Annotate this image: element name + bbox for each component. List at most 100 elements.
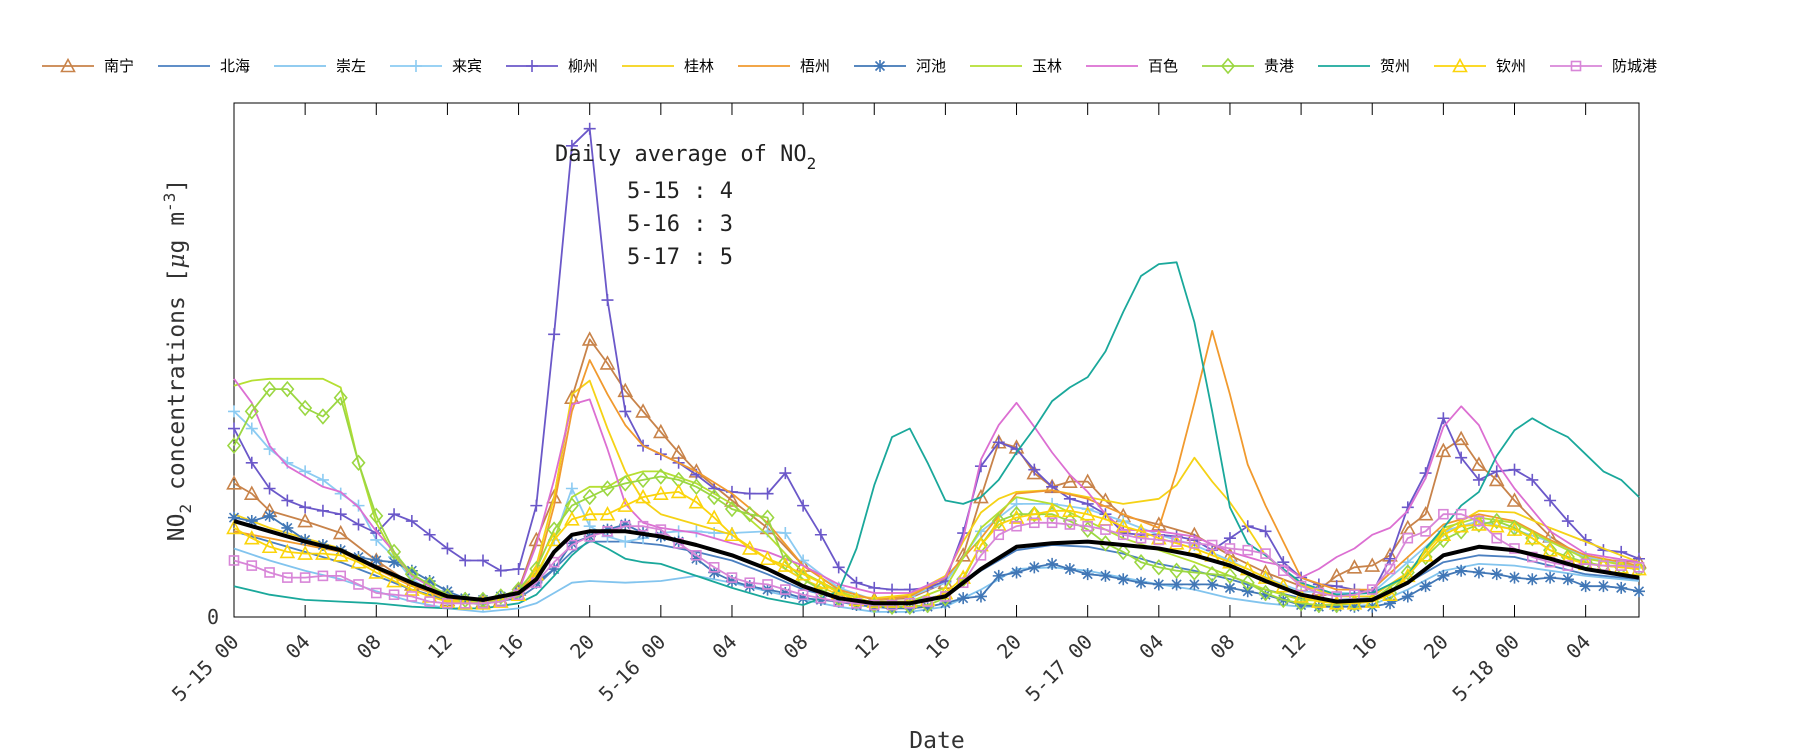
- legend-item: 桂林: [622, 57, 714, 75]
- plus-marker: [1223, 532, 1236, 545]
- plus-marker: [526, 60, 538, 72]
- x-tick-label: 04: [1561, 630, 1595, 664]
- square-marker: [637, 520, 649, 532]
- triangle-marker: [635, 403, 651, 418]
- triangle-marker: [261, 538, 278, 554]
- series-line: [233, 378, 1640, 601]
- triangle-marker: [1631, 560, 1647, 576]
- diamond-marker: [635, 471, 651, 489]
- triangle-marker: [546, 531, 562, 547]
- asterisk-marker: [779, 587, 792, 600]
- square-marker: [975, 550, 987, 561]
- square-marker: [317, 570, 329, 582]
- diamond-marker: [760, 509, 775, 526]
- asterisk-marker: [743, 580, 756, 593]
- asterisk-marker: [1081, 568, 1094, 581]
- asterisk-marker: [1295, 599, 1308, 612]
- triangle-marker: [332, 524, 349, 540]
- plus-marker: [565, 482, 578, 495]
- asterisk-marker: [974, 590, 987, 603]
- asterisk-marker: [1330, 600, 1343, 613]
- asterisk-marker: [1046, 557, 1059, 570]
- asterisk-marker: [1348, 600, 1361, 613]
- legend-label: 钦州: [1496, 57, 1526, 75]
- plus-marker: [814, 528, 827, 541]
- diamond-marker: [1276, 591, 1291, 609]
- square-marker: [691, 550, 702, 561]
- square-marker: [1366, 584, 1378, 595]
- triangle-marker: [404, 581, 420, 596]
- legend-label: 贺州: [1380, 57, 1410, 75]
- triangle-marker: [1133, 523, 1149, 538]
- legend-item: 防城港: [1550, 57, 1657, 75]
- asterisk-marker: [1170, 578, 1183, 591]
- series-line: [233, 377, 1640, 605]
- plus-marker: [530, 499, 543, 512]
- plus-marker: [316, 504, 329, 517]
- asterisk-marker: [992, 569, 1005, 582]
- square-marker: [1473, 515, 1485, 527]
- triangle-marker: [581, 506, 598, 521]
- triangle-marker: [1311, 593, 1327, 608]
- asterisk-marker: [263, 509, 276, 522]
- asterisk-marker: [1099, 569, 1112, 582]
- triangle-marker: [564, 389, 580, 404]
- square-marker: [1100, 524, 1111, 535]
- diamond-marker: [262, 380, 277, 398]
- diamond-marker: [1169, 562, 1184, 579]
- legend-label: 柳州: [568, 57, 598, 75]
- triangle-marker: [1471, 456, 1487, 471]
- triangle-marker: [386, 572, 402, 588]
- series-柳州: [228, 122, 1645, 600]
- asterisk-marker: [1437, 569, 1450, 582]
- triangle-marker: [60, 57, 76, 73]
- asterisk-marker: [814, 593, 827, 606]
- diamond-marker: [1151, 559, 1166, 576]
- diamond-marker: [707, 488, 722, 506]
- diamond-marker: [1027, 505, 1042, 523]
- square-marker: [388, 589, 400, 601]
- plus-marker: [334, 508, 347, 521]
- plus-marker: [334, 487, 347, 500]
- asterisk-marker: [797, 592, 810, 605]
- asterisk-marker: [370, 554, 383, 567]
- diamond-marker: [778, 553, 793, 571]
- triangle-marker: [1008, 509, 1025, 524]
- legend-label: 河池: [916, 57, 946, 75]
- x-tick-label: 5-16 00: [594, 630, 671, 707]
- square-marker: [282, 572, 293, 583]
- asterisk-marker: [1561, 573, 1574, 586]
- x-tick-label: 12: [423, 630, 457, 664]
- triangle-marker: [635, 488, 651, 504]
- triangle-marker: [1488, 518, 1505, 533]
- asterisk-marker: [423, 575, 436, 588]
- plus-marker: [1508, 463, 1521, 476]
- plus-marker: [832, 561, 845, 574]
- asterisk-marker: [1241, 585, 1254, 598]
- legend-label: 梧州: [800, 57, 830, 75]
- diamond-marker: [226, 437, 242, 454]
- series-百色: [233, 378, 1640, 601]
- triangle-marker: [1079, 473, 1096, 488]
- plot-area-frame: [233, 102, 1640, 618]
- square-marker: [1384, 563, 1396, 575]
- square-marker: [744, 577, 756, 589]
- plus-marker: [1561, 515, 1574, 528]
- square-marker: [1295, 580, 1307, 592]
- asterisk-marker: [441, 585, 454, 598]
- square-marker: [762, 579, 773, 590]
- asterisk-marker: [1028, 561, 1041, 574]
- legend-item: 崇左: [274, 57, 366, 75]
- diamond-marker: [351, 454, 366, 472]
- x-tick-label: 08: [779, 630, 813, 664]
- plus-marker: [779, 527, 792, 540]
- diamond-marker: [511, 581, 526, 598]
- legend-label: 崇左: [336, 57, 366, 75]
- asterisk-marker: [874, 60, 886, 72]
- square-marker: [1135, 532, 1147, 544]
- asterisk-marker: [405, 564, 418, 577]
- triangle-marker: [1417, 506, 1434, 521]
- plus-marker: [299, 465, 312, 478]
- asterisk-marker: [1384, 597, 1397, 610]
- asterisk-marker: [281, 521, 294, 534]
